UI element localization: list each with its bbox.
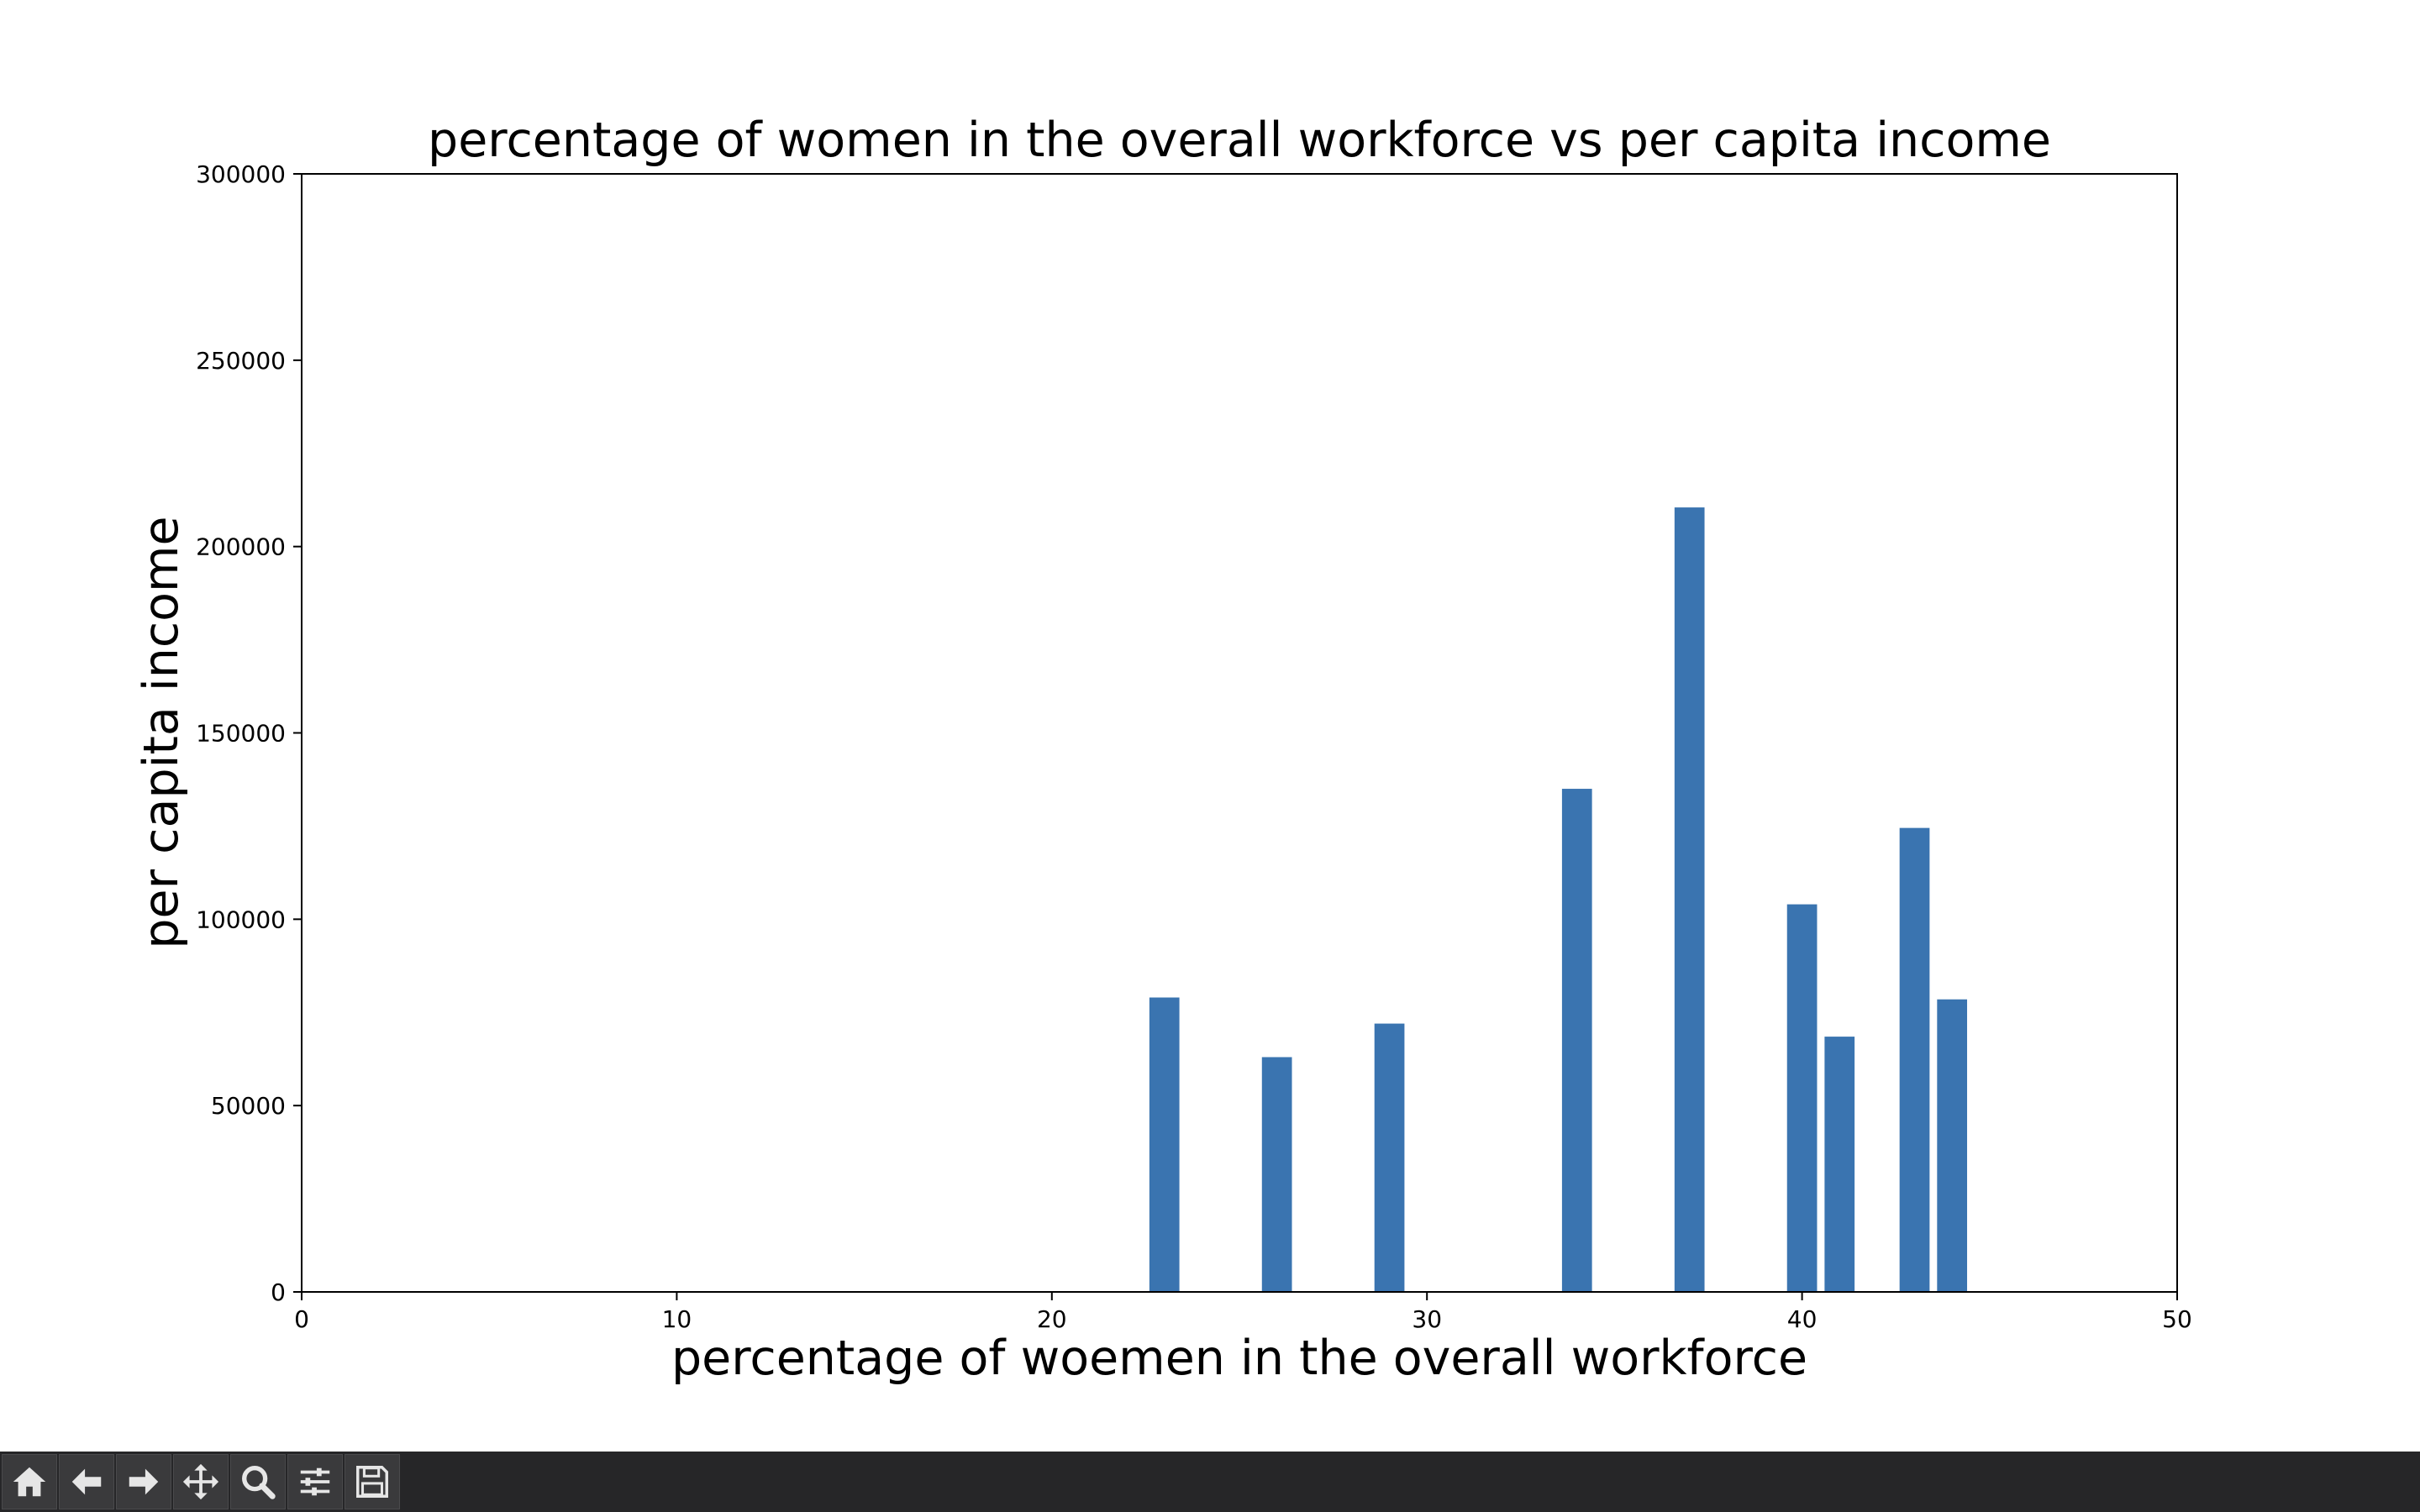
- y-tick-label: 150000: [196, 720, 286, 748]
- x-tick-label: 0: [294, 1305, 309, 1333]
- figure: percentage of women in the overall workf…: [134, 113, 2192, 1386]
- bars-group: [1149, 507, 1968, 1292]
- home-button[interactable]: [2, 1454, 57, 1509]
- x-tick-label: 30: [1412, 1305, 1442, 1333]
- bar: [1374, 1023, 1405, 1292]
- x-tick-label: 40: [1787, 1305, 1818, 1333]
- configure-subplots-button[interactable]: [287, 1454, 343, 1509]
- x-axis: 0 10 20 30 40 50: [294, 1292, 2192, 1333]
- y-tick-label: 50000: [211, 1092, 286, 1120]
- bar: [1261, 1057, 1292, 1292]
- home-icon: [13, 1467, 46, 1497]
- x-tick-label: 50: [2162, 1305, 2192, 1333]
- bar: [1824, 1037, 1855, 1292]
- bar: [1149, 997, 1180, 1292]
- arrow-right-icon: [129, 1468, 159, 1495]
- x-tick-label: 20: [1037, 1305, 1067, 1333]
- zoom-button[interactable]: [230, 1454, 286, 1509]
- back-button[interactable]: [59, 1454, 114, 1509]
- bar: [1786, 904, 1818, 1292]
- x-axis-label: percentage of woemen in the overall work…: [671, 1331, 1807, 1386]
- save-button[interactable]: [345, 1454, 400, 1509]
- y-axis-label: per capita income: [134, 516, 189, 948]
- forward-button[interactable]: [116, 1454, 171, 1509]
- arrow-left-icon: [71, 1468, 102, 1495]
- navigation-toolbar: [0, 1452, 2420, 1512]
- bar: [1561, 789, 1592, 1292]
- y-tick-label: 0: [271, 1278, 286, 1306]
- bar: [1899, 827, 1930, 1292]
- magnifier-icon: [242, 1466, 276, 1499]
- x-tick-label: 10: [662, 1305, 692, 1333]
- y-axis: 0 50000 100000 150000 200000 250000 300000: [196, 160, 302, 1306]
- bar: [1937, 999, 1968, 1292]
- move-icon: [182, 1463, 219, 1500]
- chart-title: percentage of women in the overall workf…: [428, 113, 2051, 168]
- y-tick-label: 200000: [196, 533, 286, 561]
- bar-chart: percentage of women in the overall workf…: [134, 113, 2192, 1386]
- y-tick-label: 300000: [196, 160, 286, 188]
- sliders-icon: [300, 1467, 330, 1496]
- bar: [1674, 507, 1705, 1292]
- y-tick-label: 100000: [196, 906, 286, 933]
- floppy-disk-icon: [356, 1466, 388, 1498]
- axes-frame: [301, 173, 2178, 1293]
- pan-button[interactable]: [173, 1454, 229, 1509]
- y-tick-label: 250000: [196, 347, 286, 375]
